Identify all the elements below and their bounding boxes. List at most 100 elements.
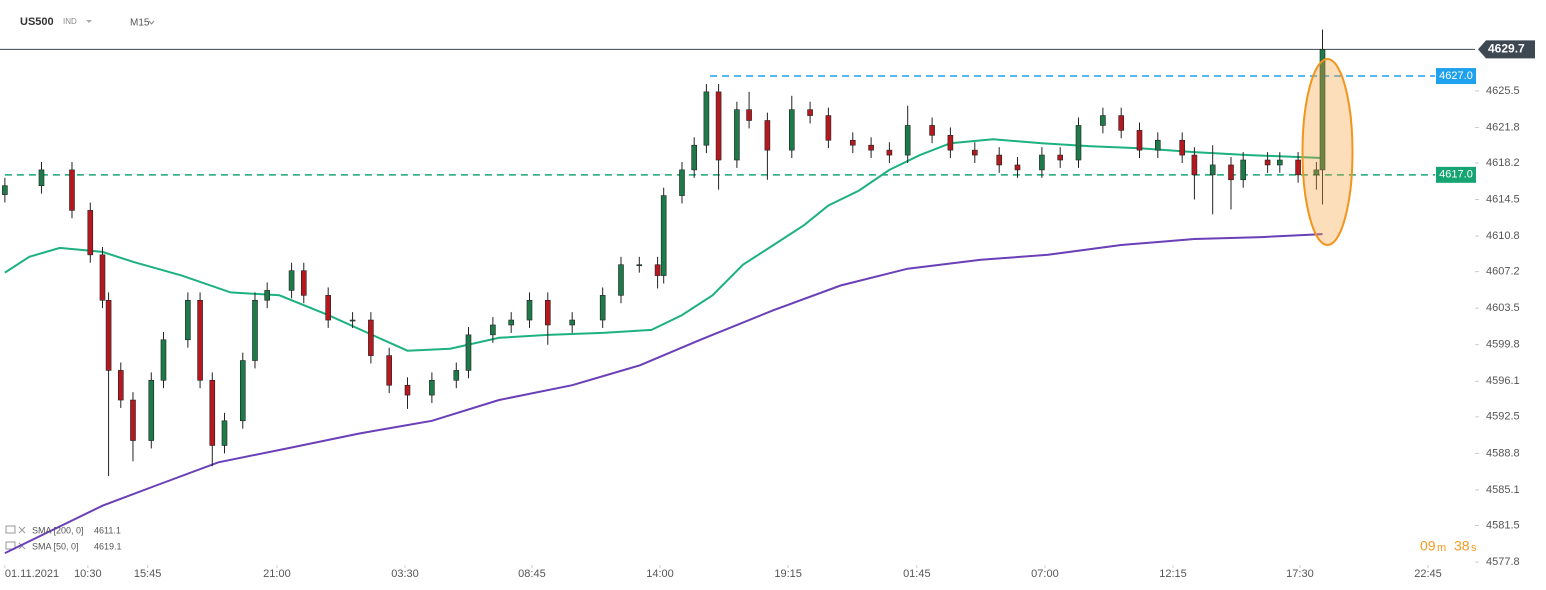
- candle-body: [288, 270, 295, 291]
- x-tick-label: 07:00: [1031, 568, 1059, 580]
- y-tick-label: 4603.5: [1486, 302, 1520, 314]
- timer-unit: m: [1437, 542, 1446, 554]
- candle-body: [807, 109, 813, 116]
- x-tick-label: 03:30: [391, 568, 419, 580]
- remove-icon[interactable]: [18, 526, 26, 534]
- timer-unit: s: [1471, 542, 1477, 554]
- candle-body: [99, 254, 106, 301]
- candle-body: [386, 355, 392, 386]
- y-tick-label: 4581.5: [1486, 519, 1520, 531]
- candle-body: [1075, 125, 1082, 161]
- candle-body: [660, 195, 667, 276]
- candle-body: [148, 379, 155, 441]
- candle-body: [209, 379, 216, 446]
- candle-body: [368, 319, 374, 356]
- y-tick-label: 4607.2: [1486, 266, 1520, 278]
- y-tick-label: 4618.2: [1486, 157, 1520, 169]
- candle-body: [239, 360, 246, 422]
- indicator-icon[interactable]: [5, 541, 16, 550]
- candle-body: [1136, 130, 1143, 151]
- candle-body: [1057, 154, 1063, 161]
- candle-body: [38, 169, 45, 186]
- level-tag: [1436, 68, 1476, 85]
- x-tick-label: 21:00: [263, 568, 291, 580]
- market: IND: [63, 17, 77, 26]
- candle-body: [1295, 159, 1301, 176]
- dropdown-arrow[interactable]: [148, 20, 155, 25]
- x-tick-label: 19:15: [774, 568, 802, 580]
- candle-body: [746, 109, 752, 121]
- candle-body: [868, 144, 874, 151]
- candle-body: [654, 264, 661, 276]
- dropdown-arrow[interactable]: [86, 20, 92, 23]
- x-tick-label: 12:15: [1159, 568, 1187, 580]
- candle-body: [703, 91, 710, 146]
- x-tick-label: 08:45: [518, 568, 546, 580]
- candle-body: [849, 139, 856, 146]
- candle-body: [1154, 139, 1161, 151]
- candle-body: [1100, 115, 1106, 126]
- level-label: 4627.0: [1439, 70, 1473, 82]
- y-tick-label: 4588.8: [1486, 447, 1520, 459]
- candle-body: [1264, 159, 1271, 166]
- candle-body: [764, 120, 771, 151]
- x-tick-label: 22:45: [1414, 568, 1442, 580]
- candle-body: [429, 379, 435, 396]
- highlight-ellipse: [1301, 58, 1354, 247]
- candle-body: [734, 109, 740, 161]
- candle-body: [325, 295, 331, 321]
- y-tick-label: 4625.5: [1486, 85, 1520, 97]
- interval[interactable]: M15: [130, 18, 150, 29]
- y-tick-label: 4614.5: [1486, 193, 1520, 205]
- candle-body: [87, 210, 94, 256]
- candle-body: [69, 169, 75, 211]
- candle-body: [569, 319, 575, 326]
- y-tick-label: 4621.8: [1486, 121, 1520, 133]
- price-tag: [1478, 40, 1535, 59]
- candle-body: [349, 319, 356, 322]
- candle-body: [1240, 159, 1246, 181]
- candle-body: [300, 270, 307, 296]
- candle-body: [105, 299, 112, 371]
- indicator-value: 4619.1: [94, 541, 122, 551]
- candle-body: [618, 264, 624, 296]
- candle-body: [715, 91, 722, 161]
- candle-body: [1014, 164, 1021, 171]
- y-tick-label: 4585.1: [1486, 484, 1520, 496]
- indicator-name: SMA [200, 0]: [32, 525, 84, 535]
- x-tick-label: 01:45: [903, 568, 931, 580]
- timer-seconds: 38: [1454, 538, 1470, 554]
- candle-body: [526, 299, 533, 321]
- indicator-name: SMA [50, 0]: [32, 541, 79, 551]
- x-tick-label: 17:30: [1286, 568, 1314, 580]
- candle-body: [904, 125, 911, 156]
- candle-body: [465, 334, 472, 371]
- candle-body: [679, 169, 685, 196]
- candle-body: [508, 319, 514, 326]
- x-tick-label: 15:45: [134, 568, 162, 580]
- y-tick-label: 4610.8: [1486, 230, 1520, 242]
- candle-body: [691, 144, 697, 171]
- level-label: 4617.0: [1439, 169, 1473, 181]
- candle-body: [185, 299, 191, 341]
- candle-body: [1209, 164, 1216, 176]
- candle-body: [788, 109, 795, 151]
- indicator-value: 4611.1: [94, 525, 121, 535]
- timer-minutes: 09: [1420, 538, 1436, 554]
- candle-body: [252, 299, 258, 361]
- symbol[interactable]: US500: [20, 16, 54, 28]
- candle-body: [264, 290, 270, 301]
- y-tick-label: 4596.1: [1486, 375, 1520, 387]
- sma-line: [4, 233, 1323, 554]
- candle-body: [1276, 159, 1283, 166]
- candle-body: [117, 370, 124, 401]
- candle-body: [544, 299, 551, 326]
- level-tag: [1436, 166, 1476, 183]
- candle-body: [221, 420, 228, 446]
- candle-body: [929, 125, 935, 136]
- x-tick-label: 14:00: [646, 568, 674, 580]
- candle-body: [1319, 49, 1326, 171]
- indicator-icon[interactable]: [5, 525, 16, 534]
- x-tick-label: 01.11.2021: [5, 568, 59, 580]
